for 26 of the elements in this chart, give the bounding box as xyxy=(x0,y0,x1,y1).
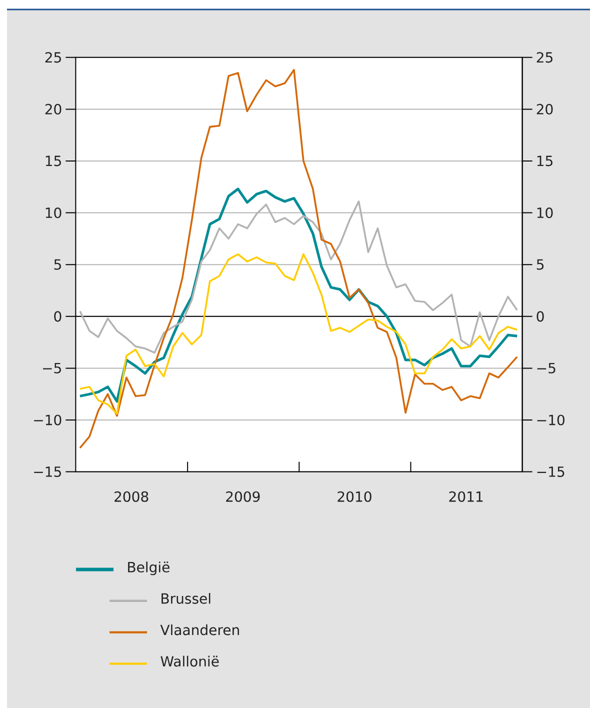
y2-tick-label: −5 xyxy=(537,362,556,374)
y-tick-label: 0 xyxy=(54,311,62,322)
y2-tick-label: 0 xyxy=(536,311,544,322)
y2-tick-label: −15 xyxy=(537,466,564,477)
legend-label: Vlaanderen xyxy=(160,624,239,636)
y-tick-label: 25 xyxy=(45,52,61,63)
legend-label: Wallonië xyxy=(160,656,219,667)
legend-label: Brussel xyxy=(162,592,210,604)
y-tick-label: −15 xyxy=(34,466,61,477)
y2-tick-label: 5 xyxy=(536,259,544,270)
y-tick-label: −5 xyxy=(43,362,61,374)
x-tick-label: 2009 xyxy=(226,491,260,502)
y2-tick-label: 10 xyxy=(537,207,553,218)
y-tick-label: 20 xyxy=(45,104,62,114)
y-tick-label: 15 xyxy=(46,156,61,166)
y-tick-label: −10 xyxy=(34,414,62,426)
x-tick-label: 2010 xyxy=(338,491,372,502)
y2-tick-label: 15 xyxy=(537,156,552,166)
y-tick-label: 10 xyxy=(46,207,62,218)
legend-label: België xyxy=(128,562,170,576)
y2-tick-label: 25 xyxy=(536,52,552,63)
x-tick-label: 2011 xyxy=(449,491,483,502)
y2-tick-label: −10 xyxy=(537,414,564,426)
y2-tick-label: 20 xyxy=(536,104,553,114)
y-tick-label: 5 xyxy=(54,259,61,270)
x-tick-label: 2008 xyxy=(114,491,148,502)
